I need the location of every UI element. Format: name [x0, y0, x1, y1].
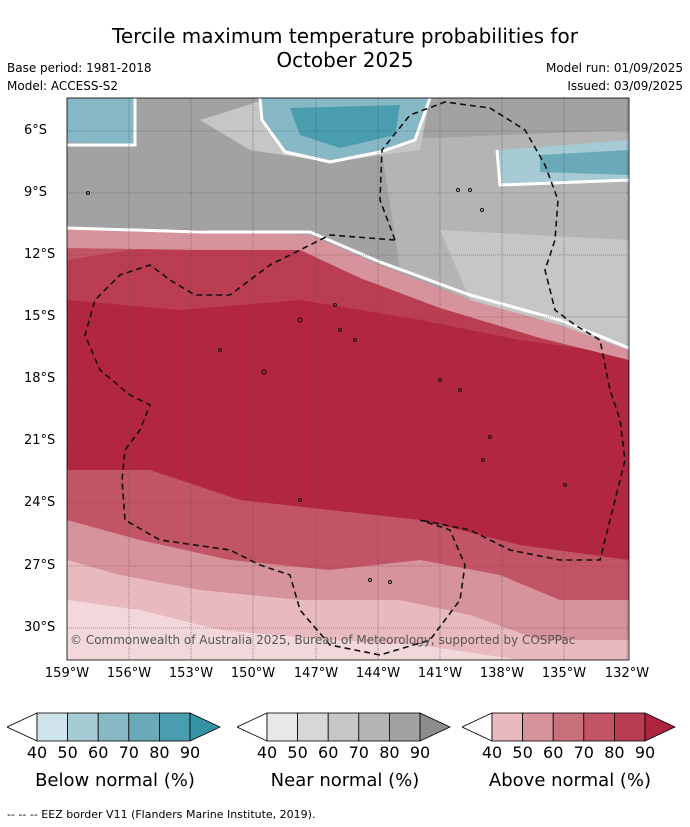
lat-label: 30°S: [24, 620, 56, 635]
lon-label: 141°W: [417, 666, 463, 681]
legend-tick: 80: [149, 743, 170, 762]
legend-swatch: [97, 712, 130, 742]
lon-label: 156°W: [106, 666, 152, 681]
below-normal-boundary-north: [258, 98, 432, 164]
map-frame: [66, 97, 630, 661]
legend-swatch: [128, 712, 160, 742]
legend-swatch: [158, 712, 191, 742]
lon-label: 135°W: [541, 666, 587, 681]
legend-tick: 60: [88, 743, 109, 762]
legend-tick: 50: [57, 743, 78, 762]
legend-tick: 90: [634, 743, 656, 762]
lat-label: 6°S: [24, 123, 48, 138]
legend-swatch: [266, 712, 299, 742]
near-normal-east-light: [440, 230, 629, 350]
lon-label: 153°W: [168, 666, 214, 681]
title-line-2: October 2025: [276, 48, 414, 72]
lon-label: 159°W: [44, 666, 90, 681]
legend-tick: 40: [256, 743, 278, 762]
eez-footnote: -- -- -- EEZ border V11 (Flanders Marine…: [7, 808, 316, 821]
legend-swatch: [522, 712, 554, 742]
legend-tick: 70: [573, 743, 594, 762]
legend-tick: 50: [512, 743, 533, 762]
probability-map: [66, 97, 630, 661]
above-normal-core: [67, 285, 629, 560]
legend-swatch: [388, 712, 421, 742]
above-normal-south-pale: [67, 600, 520, 660]
lat-label: 15°S: [24, 309, 56, 324]
base-period: Base period: 1981-2018: [7, 61, 152, 75]
below-normal-nw: [67, 98, 135, 145]
legend-swatch: [297, 712, 329, 742]
legend-colorbar: [462, 712, 678, 742]
legend-tick: 40: [481, 743, 503, 762]
legend-swatch: [552, 712, 585, 742]
legend-tick: 70: [118, 743, 139, 762]
lon-label: 147°W: [293, 666, 339, 681]
model-name: Model: ACCESS-S2: [7, 79, 119, 93]
legend-swatch: [327, 712, 360, 742]
legend-swatch: [613, 712, 646, 742]
map-fill: [67, 98, 629, 660]
legend-swatch: [189, 712, 221, 742]
lon-label: 150°W: [230, 666, 276, 681]
lat-label: 27°S: [24, 558, 56, 573]
lat-label: 12°S: [24, 247, 56, 262]
above-normal-band: [67, 240, 629, 355]
issued-date: Issued: 03/09/2025: [567, 79, 683, 93]
lat-label: 21°S: [24, 433, 56, 448]
below-normal-boundary-east: [495, 149, 629, 187]
title-line-1: Tercile maximum temperature probabilitie…: [112, 24, 578, 48]
legend-title: Above normal (%): [488, 770, 652, 791]
legend-swatch: [67, 712, 99, 742]
legend-tick: 70: [348, 743, 369, 762]
eez-border-west: [84, 234, 466, 656]
model-run: Model run: 01/09/2025: [545, 61, 683, 75]
legend-title: Near normal (%): [270, 770, 420, 791]
legend-colorbar: [7, 712, 223, 742]
legend-colorbar: [237, 712, 453, 742]
legend-swatch: [36, 712, 69, 742]
below-normal-east-core: [540, 150, 629, 175]
legend-swatch: [462, 712, 493, 742]
run-info: Model run: 01/09/2025 Issued: 03/09/2025: [546, 59, 683, 95]
transition-band: [67, 228, 629, 360]
legend-tick: 50: [287, 743, 308, 762]
tercile-boundary: [67, 226, 629, 350]
legend-swatch: [644, 712, 676, 742]
legend-tick: 90: [409, 743, 431, 762]
legend-swatch: [7, 712, 38, 742]
legend-swatch: [419, 712, 451, 742]
lon-label: 138°W: [479, 666, 525, 681]
legend-swatch: [583, 712, 615, 742]
lat-label: 24°S: [24, 495, 56, 510]
legend-title: Below normal (%): [35, 770, 195, 791]
eez-border-east: [379, 101, 626, 561]
lon-label: 144°W: [355, 666, 401, 681]
legend-tick: 80: [379, 743, 400, 762]
legend-swatch: [491, 712, 524, 742]
lat-label: 18°S: [24, 371, 56, 386]
legend-swatch: [237, 712, 268, 742]
lon-label: 132°W: [604, 666, 650, 681]
legend-tick: 40: [26, 743, 48, 762]
legend-tick: 90: [179, 743, 201, 762]
copyright-credit: © Commonwealth of Australia 2025, Bureau…: [70, 633, 576, 647]
map-title: Tercile maximum temperature probabilitie…: [0, 24, 690, 72]
below-normal-north-core: [290, 105, 400, 148]
below-normal-boundary-nw: [67, 98, 137, 147]
legend-swatch: [358, 712, 390, 742]
legend-tick: 60: [318, 743, 339, 762]
legend-tick: 80: [604, 743, 625, 762]
model-info: Base period: 1981-2018 Model: ACCESS-S2: [7, 59, 152, 95]
islands: [86, 188, 567, 584]
lat-label: 9°S: [24, 185, 48, 200]
legend-tick: 60: [543, 743, 564, 762]
